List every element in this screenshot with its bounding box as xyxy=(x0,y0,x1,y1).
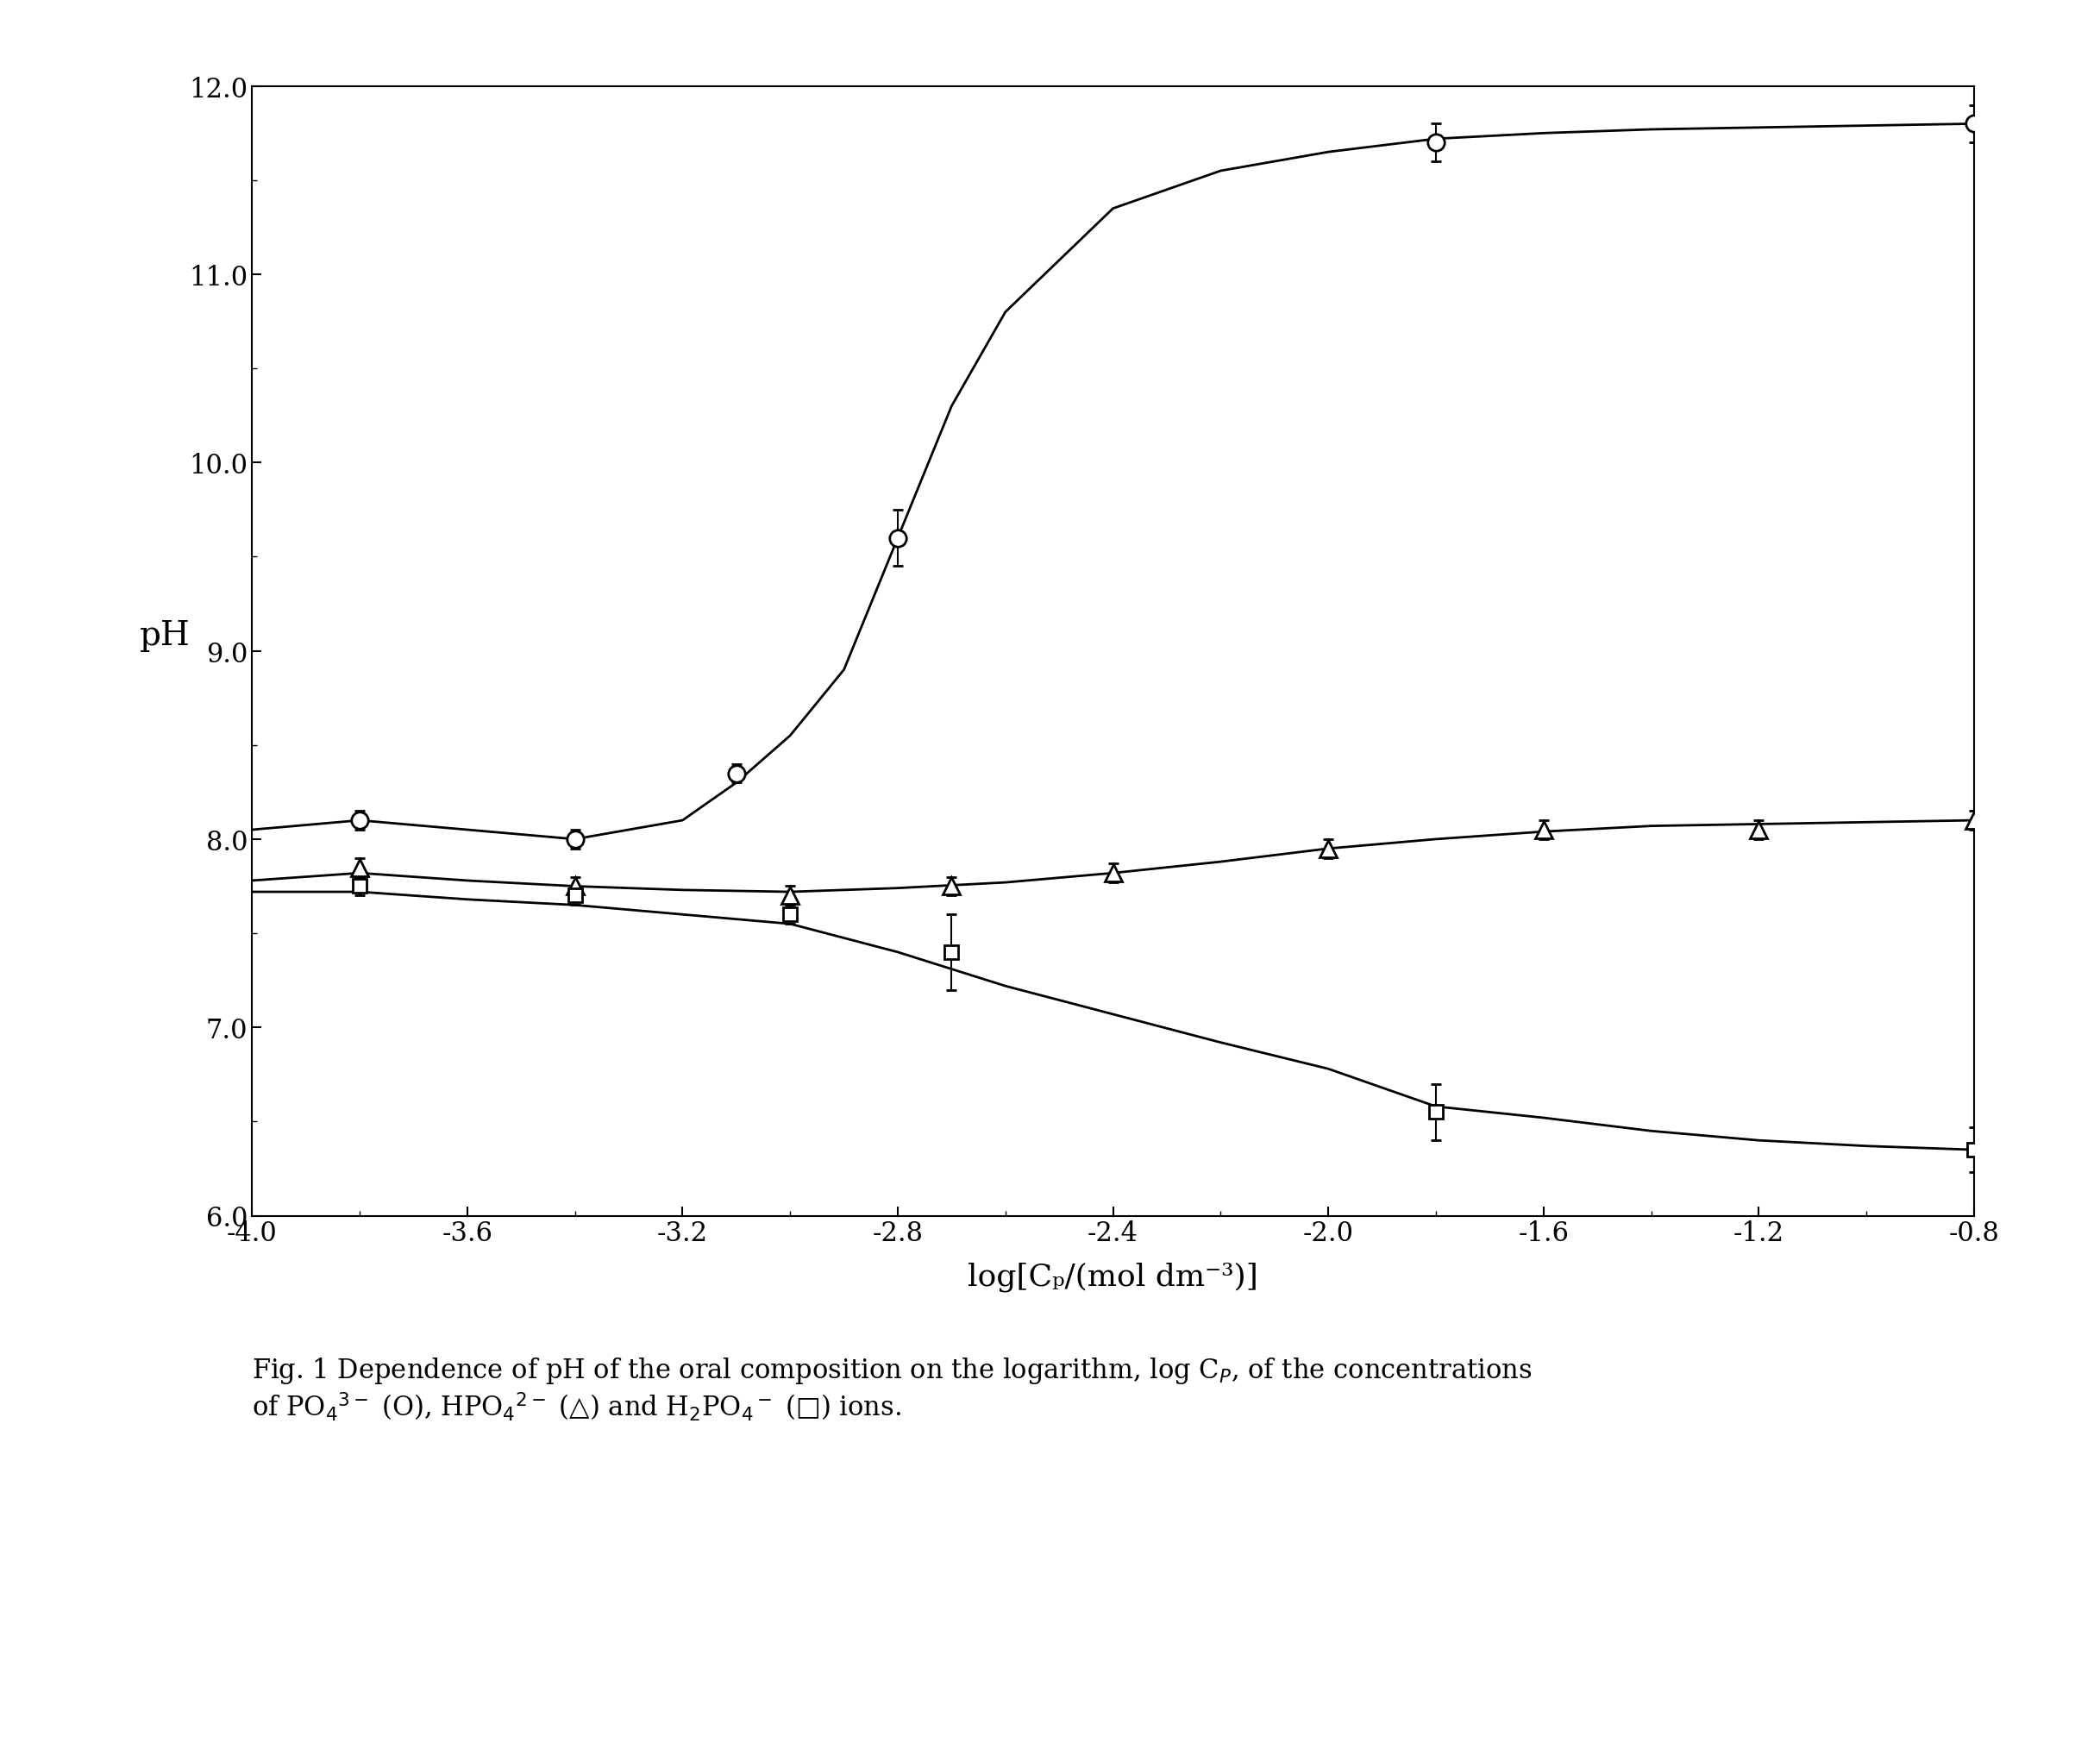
X-axis label: log[Cₚ/(mol dm⁻³)]: log[Cₚ/(mol dm⁻³)] xyxy=(968,1261,1258,1291)
Text: Fig. 1 Dependence of pH of the oral composition on the logarithm, log C$_P$, of : Fig. 1 Dependence of pH of the oral comp… xyxy=(252,1355,1533,1423)
Y-axis label: pH: pH xyxy=(141,620,191,651)
